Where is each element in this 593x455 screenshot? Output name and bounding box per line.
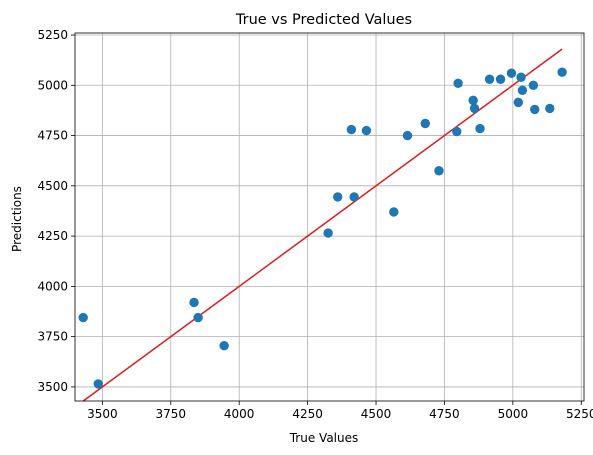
data-point (545, 103, 555, 114)
data-point (468, 95, 478, 106)
data-point (528, 80, 539, 90)
grid (75, 33, 584, 401)
data-point (420, 118, 430, 129)
data-point (346, 124, 357, 135)
chart-title: True vs Predicted Values (235, 12, 412, 28)
y-tick-label: 5000 (37, 78, 68, 92)
data-point (530, 104, 540, 115)
x-tick-label: 4750 (429, 407, 460, 421)
data-point (333, 192, 343, 202)
reference-line (82, 48, 563, 402)
y-tick-label: 5250 (37, 28, 68, 42)
data-point (389, 207, 399, 217)
y-tick-label: 3750 (37, 330, 68, 344)
data-point (495, 74, 506, 84)
x-tick-label: 4000 (224, 407, 255, 421)
x-tick-label: 5000 (498, 407, 529, 421)
data-point (193, 312, 203, 323)
data-point (78, 312, 88, 323)
data-point (434, 166, 444, 176)
y-axis-ticks: 3500 3750 4000 4250 4500 4750 5000 5250 (37, 28, 75, 394)
scatter-points (78, 67, 567, 389)
y-tick-label: 4750 (37, 129, 68, 143)
data-point (361, 125, 372, 136)
x-tick-label: 5250 (566, 407, 593, 421)
x-tick-label: 3500 (87, 407, 118, 421)
reference-line-layer (82, 48, 563, 402)
y-tick-label: 4250 (37, 229, 68, 243)
data-point (189, 297, 199, 308)
data-point (453, 78, 463, 88)
data-point (93, 379, 103, 389)
y-tick-label: 3500 (37, 380, 68, 394)
data-point (516, 72, 526, 82)
y-tick-label: 4500 (37, 179, 68, 193)
data-point (513, 97, 524, 108)
plot-area-frame (74, 32, 585, 402)
data-point (469, 103, 480, 114)
data-point (219, 340, 229, 351)
y-tick-label: 4000 (37, 279, 68, 293)
data-point (475, 123, 485, 134)
data-point (506, 68, 517, 78)
x-axis-ticks: 3500 3750 4000 4250 4500 4750 5000 5250 (87, 401, 593, 421)
y-axis-title: Predictions (10, 186, 24, 252)
x-axis-title: True Values (289, 431, 359, 445)
data-point (402, 130, 413, 141)
data-point (452, 126, 462, 137)
data-point (517, 85, 528, 96)
x-tick-label: 4250 (292, 407, 323, 421)
data-point (349, 192, 359, 202)
data-point (323, 228, 333, 238)
x-tick-label: 4500 (361, 407, 392, 421)
x-tick-label: 3750 (156, 407, 187, 421)
data-point (557, 67, 567, 77)
data-point (484, 74, 495, 84)
